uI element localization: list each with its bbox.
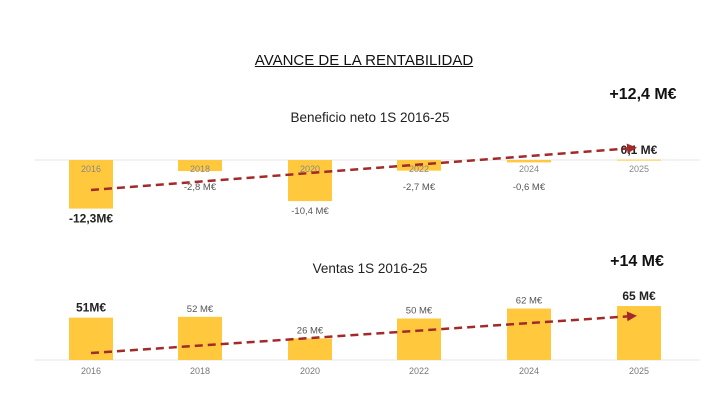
bar-2020 (288, 160, 332, 202)
bar-2018 (178, 160, 222, 172)
data-label: -12,3M€ (69, 212, 113, 226)
data-label: -10,4 M€ (291, 206, 329, 217)
bar-2022 (397, 318, 441, 360)
data-label: 62 M€ (516, 296, 543, 307)
bar-2016 (69, 317, 113, 360)
x-tick-label: 2018 (190, 164, 210, 174)
data-label: -2,7 M€ (403, 182, 436, 193)
x-tick-label: 2018 (190, 366, 210, 376)
data-label: -2,8 M€ (184, 182, 217, 193)
x-tick-label: 2016 (81, 366, 101, 376)
data-label: 52 M€ (187, 304, 214, 315)
x-tick-label: 2016 (81, 164, 101, 174)
x-tick-label: 2022 (409, 164, 429, 174)
trend-arrow (90, 311, 637, 355)
page-title: AVANCE DE LA RENTABILIDAD (254, 52, 474, 69)
bar-2025 (617, 306, 661, 360)
chart-title-beneficio: Beneficio neto 1S 2016-25 (290, 110, 450, 125)
data-label: 0,1 M€ (621, 143, 658, 157)
ventas-change-label: +14 M€ (610, 253, 664, 270)
data-label: 26 M€ (297, 325, 324, 336)
x-tick-label: 2020 (300, 164, 320, 174)
bar-2024 (507, 160, 551, 163)
x-tick-label: 2024 (519, 366, 539, 376)
bar-2020 (288, 338, 332, 360)
data-label: 65 M€ (622, 289, 656, 303)
chart-title-ventas: Ventas 1S 2016-25 (312, 261, 428, 276)
data-label: -0,6 M€ (513, 182, 546, 193)
x-tick-label: 2022 (409, 366, 429, 376)
data-label: 51M€ (76, 301, 106, 315)
x-tick-label: 2020 (300, 366, 320, 376)
data-label: 50 M€ (406, 306, 433, 317)
bar-2024 (507, 308, 551, 360)
beneficio-change-label: +12,4 M€ (609, 86, 677, 103)
x-tick-label: 2025 (629, 164, 649, 174)
bar-2025 (617, 159, 661, 161)
x-tick-label: 2025 (629, 366, 649, 376)
bar-2016 (69, 160, 113, 209)
trend-arrow (90, 143, 637, 192)
x-tick-label: 2024 (519, 164, 539, 174)
bar-2018 (178, 316, 222, 360)
